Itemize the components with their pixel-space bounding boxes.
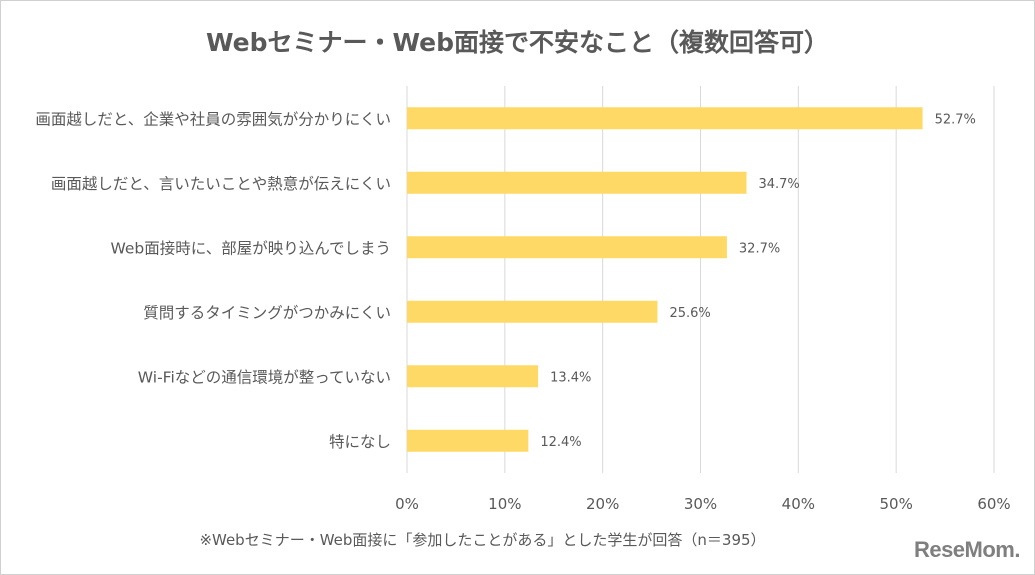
data-label: 25.6% bbox=[669, 306, 710, 321]
category-label: 画面越しだと、言いたいことや熱意が伝えにくい bbox=[51, 174, 391, 193]
bar bbox=[407, 365, 539, 388]
data-label: 32.7% bbox=[739, 241, 780, 256]
data-label: 12.4% bbox=[540, 435, 581, 450]
chart-title: Webセミナー・Web面接で不安なこと（複数回答可） bbox=[205, 28, 830, 57]
category-label: 質問するタイミングがつかみにくい bbox=[143, 304, 391, 322]
footnote: ※Webセミナー・Web面接に「参加したことがある」とした学生が回答（n＝395… bbox=[199, 531, 766, 549]
x-tick-label: 60% bbox=[977, 495, 1010, 513]
data-label: 13.4% bbox=[550, 370, 591, 385]
x-tick-label: 40% bbox=[782, 495, 815, 513]
x-tick-label: 20% bbox=[586, 495, 619, 513]
category-label: 画面越しだと、企業や社員の雰囲気が分かりにくい bbox=[35, 110, 391, 128]
x-tick-label: 30% bbox=[684, 495, 717, 513]
category-label: Wi-Fiなどの通信環境が整っていない bbox=[138, 367, 391, 386]
resemom-logo: ReseMom. bbox=[913, 537, 1021, 562]
category-label: Web面接時に、部屋が映り込んでしまう bbox=[110, 239, 391, 257]
data-label: 52.7% bbox=[935, 112, 976, 127]
data-label: 34.7% bbox=[758, 177, 799, 192]
x-tick-label: 0% bbox=[395, 495, 419, 513]
bar bbox=[407, 236, 727, 259]
bar bbox=[407, 429, 529, 452]
bar bbox=[407, 107, 923, 130]
category-label: 特になし bbox=[329, 433, 391, 451]
bar bbox=[407, 171, 747, 194]
x-tick-label: 50% bbox=[879, 495, 912, 513]
bar bbox=[407, 300, 658, 323]
x-tick-label: 10% bbox=[488, 495, 521, 513]
